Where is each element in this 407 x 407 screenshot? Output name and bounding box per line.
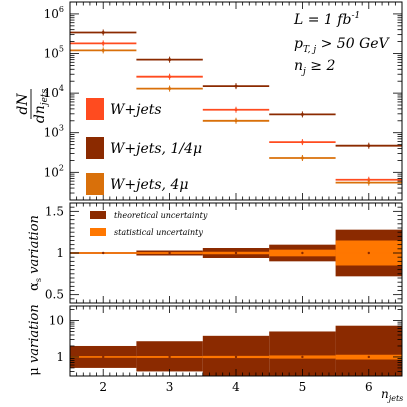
series-2-point-6 (367, 181, 371, 185)
main-ytick-label: 102 (44, 163, 64, 179)
mu-central-point-6 (367, 355, 370, 359)
axis-ticks (69, 1, 403, 377)
mu-central-point-4 (234, 355, 238, 359)
alpha-s-legend-label-0: theoretical uncertainty (114, 211, 208, 220)
alpha-s-central-point-6 (367, 251, 370, 255)
series-2-point-2 (101, 48, 105, 52)
alpha-s-ytick-label: 0.5 (45, 288, 64, 302)
mu-ytick-label: 10 (49, 314, 64, 328)
series-1-point-2 (101, 30, 105, 34)
series-0-point-3 (168, 75, 172, 79)
alpha-s-central-point-2 (102, 251, 105, 255)
alpha-s-ytick-label: 1 (56, 246, 64, 260)
mu-central-point-3 (168, 355, 171, 359)
alpha-s-legend-swatch-1 (90, 228, 106, 236)
legend-label-1: W+jets, 1/4μ (110, 141, 202, 157)
mu-theory-band-5 (269, 331, 336, 376)
xtick-label: 4 (232, 380, 240, 394)
series-layer (70, 29, 402, 186)
series-2-point-4 (234, 119, 238, 123)
xtick-label: 2 (99, 380, 107, 394)
alpha-s-legend-label-1: statistical uncertainty (114, 228, 203, 237)
alpha-s-legend-swatch-0 (90, 211, 106, 219)
main-ylabel-denominator: dnjets (32, 88, 50, 123)
alpha-s-central-point-4 (234, 251, 238, 255)
main-ylabel: dN dnjets (15, 88, 50, 123)
legend-swatch-2 (86, 173, 104, 195)
xlabel: njets (381, 387, 403, 403)
series-2-point-3 (168, 87, 172, 91)
main-ylabel-numerator: dN (15, 93, 31, 115)
annotation-1: pT, j > 50 GeV (294, 36, 391, 55)
alpha-s-central-point-3 (168, 251, 171, 255)
mu-central-point-2 (102, 355, 105, 359)
xtick-label: 3 (166, 380, 174, 394)
mu-theory-band-6 (335, 325, 402, 376)
mu-ytick-label: 1 (56, 350, 64, 364)
alpha-s-ylabel: αs variation (27, 215, 43, 291)
series-1-point-5 (300, 112, 304, 116)
mu-ylabel: μ variation (27, 304, 42, 375)
mu-central-point-5 (301, 355, 304, 359)
main-ytick-label: 105 (44, 45, 64, 61)
main-ytick-label: 104 (44, 84, 64, 100)
main-ytick-label: 103 (44, 124, 64, 140)
legend-swatch-1 (86, 137, 104, 159)
xtick-label: 6 (365, 380, 373, 394)
alpha-s-central-point-5 (301, 251, 304, 255)
series-1-point-6 (367, 144, 371, 148)
alpha-s-ytick-label: 1.5 (45, 204, 64, 218)
legend-label-2: W+jets, 4μ (110, 177, 188, 193)
legend-label-0: W+jets (110, 102, 162, 118)
series-2-point-5 (300, 156, 304, 160)
series-0-point-5 (300, 140, 304, 144)
legend-swatch-0 (86, 98, 104, 120)
series-1-point-3 (168, 58, 172, 62)
series-1-point-4 (234, 84, 238, 88)
series-0-point-2 (101, 41, 105, 45)
main-ytick-label: 106 (44, 5, 64, 21)
series-0-point-4 (234, 108, 238, 112)
annotation-2: nj ≥ 2 (294, 58, 335, 77)
xtick-label: 5 (299, 380, 307, 394)
annotation-0: L = 1 fb-1 (293, 11, 360, 28)
